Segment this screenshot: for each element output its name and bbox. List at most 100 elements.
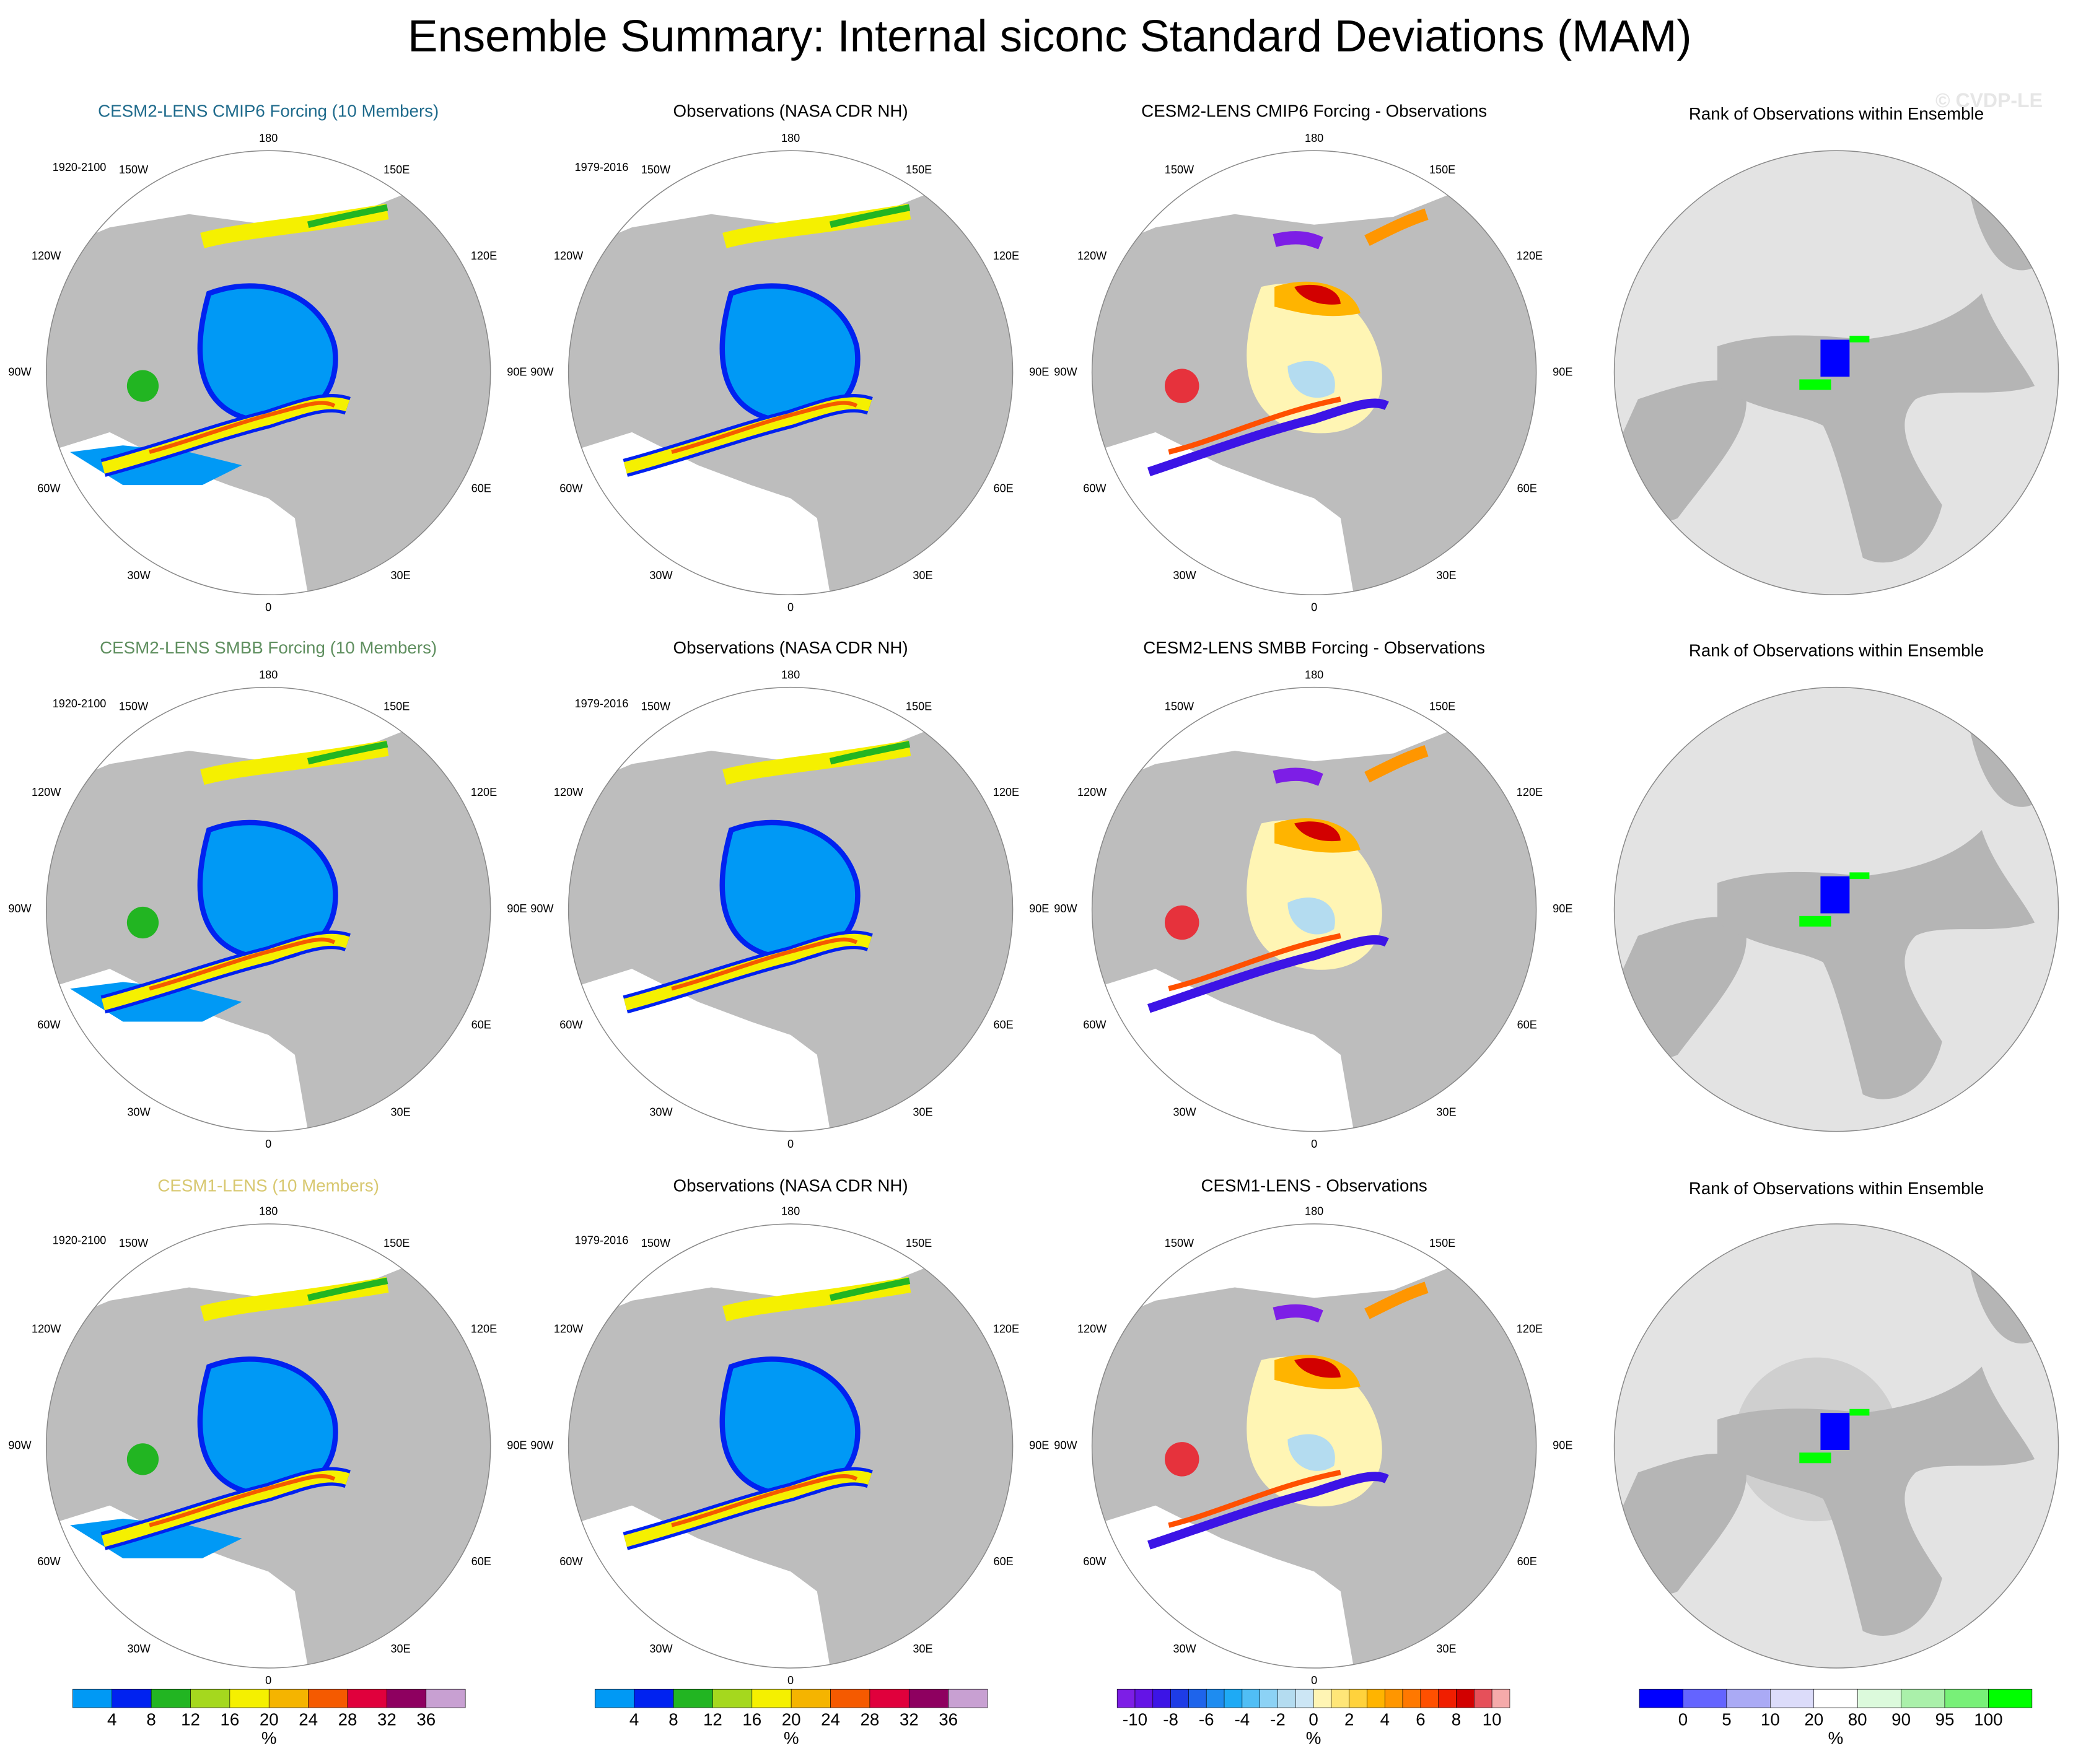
colorbar-tick-label: 28 <box>860 1710 879 1729</box>
longitude-label: 120E <box>993 250 1019 262</box>
panel-title: CESM2-LENS CMIP6 Forcing - Observations <box>1141 102 1487 121</box>
colorbar-tick-label: 95 <box>1935 1710 1955 1729</box>
colorbar-box <box>594 1688 634 1708</box>
longitude-label: 120W <box>32 250 61 262</box>
longitude-label: 60W <box>37 1019 61 1031</box>
map-panel <box>568 150 1014 596</box>
longitude-label: 90E <box>1553 1439 1572 1451</box>
obs-rank-high <box>1849 872 1870 880</box>
colorbar-box <box>1134 1688 1154 1708</box>
colorbar-tick-label: 20 <box>260 1710 279 1729</box>
longitude-label: 120E <box>471 1323 497 1335</box>
map <box>1092 1224 1536 1669</box>
colorbar-box <box>752 1688 792 1708</box>
colorbar-tick-label: -10 <box>1123 1710 1147 1729</box>
colorbar-tick-label: 100 <box>1974 1710 2002 1729</box>
colorbar-box <box>1639 1688 1683 1708</box>
longitude-label: 90W <box>1054 902 1077 915</box>
longitude-label: 120E <box>993 786 1019 798</box>
difference-field <box>1287 897 1335 935</box>
colorbar-tick-label: 6 <box>1416 1710 1425 1729</box>
map <box>1092 151 1536 595</box>
longitude-label: 30W <box>649 1106 673 1119</box>
map-panel <box>1613 686 2059 1132</box>
colorbar-tick-label: 0 <box>1308 1710 1318 1729</box>
longitude-label: 90E <box>507 366 527 378</box>
colorbar-box <box>426 1688 466 1708</box>
map-border <box>45 150 491 596</box>
colorbar-tick-label: 32 <box>377 1710 397 1729</box>
longitude-label: 120W <box>554 1323 584 1335</box>
longitude-label: 150W <box>641 164 671 176</box>
map-panel <box>1091 1223 1537 1669</box>
colorbar-tick-label: 12 <box>703 1710 722 1729</box>
colorbar-box <box>1152 1688 1171 1708</box>
colorbar-tick-label: 16 <box>742 1710 761 1729</box>
colorbar-tick-label: -8 <box>1163 1710 1178 1729</box>
obs-rank-low <box>1820 339 1850 377</box>
map-panel <box>568 1223 1014 1669</box>
colorbar-tick-label: 8 <box>668 1710 678 1729</box>
difference-field <box>1294 821 1341 842</box>
longitude-label: 0 <box>265 1674 271 1687</box>
longitude-label: 120E <box>471 250 497 262</box>
difference-band <box>1273 767 1323 786</box>
difference-band <box>1273 231 1323 250</box>
longitude-label: 90E <box>1553 902 1572 915</box>
ice-variability <box>70 445 242 486</box>
panel-title: Observations (NASA CDR NH) <box>673 638 908 657</box>
obs-rank-high <box>1849 1408 1870 1416</box>
colorbar-box <box>712 1688 753 1708</box>
panel-title: Rank of Observations within Ensemble <box>1689 1179 1984 1198</box>
longitude-label: 60W <box>1083 482 1107 494</box>
map <box>1614 1224 2059 1669</box>
longitude-label: 30W <box>127 1643 151 1655</box>
period-label: 1920-2100 <box>53 697 107 710</box>
obs-rank-high <box>1799 915 1831 927</box>
longitude-label: 150W <box>641 700 671 712</box>
longitude-label: 150E <box>906 1237 932 1249</box>
longitude-label: 60W <box>37 1555 61 1568</box>
longitude-label: 150E <box>1429 164 1455 176</box>
colorbar-tick-label: 8 <box>1452 1710 1461 1729</box>
colorbar-box <box>190 1688 230 1708</box>
obs-rank-high <box>1799 379 1831 390</box>
longitude-label: 0 <box>265 1138 271 1150</box>
longitude-label: 180 <box>259 132 278 144</box>
longitude-label: 30W <box>649 569 673 582</box>
panel-title: CESM2-LENS CMIP6 Forcing (10 Members) <box>98 102 439 121</box>
longitude-label: 30E <box>1436 569 1456 582</box>
panel-title: CESM1-LENS (10 Members) <box>157 1176 379 1195</box>
longitude-label: 30E <box>913 1643 932 1655</box>
map-border <box>568 1223 1014 1669</box>
longitude-label: 120W <box>1077 250 1107 262</box>
colorbar-box <box>387 1688 427 1708</box>
difference-field <box>1287 360 1335 398</box>
colorbar-tick-label: -6 <box>1199 1710 1214 1729</box>
longitude-label: 60E <box>994 1555 1014 1568</box>
colorbar-box <box>1313 1688 1332 1708</box>
colorbar-box <box>1260 1688 1278 1708</box>
ice-band <box>307 1277 388 1301</box>
longitude-label: 60E <box>471 482 491 494</box>
colorbar-box <box>1726 1688 1771 1708</box>
longitude-label: 30E <box>1436 1643 1456 1655</box>
ice-variability <box>70 1518 242 1558</box>
colorbar-box <box>1242 1688 1260 1708</box>
longitude-label: 180 <box>781 132 800 144</box>
longitude-label: 150W <box>1165 1237 1194 1249</box>
longitude-label: 120W <box>32 786 61 798</box>
map-border <box>1613 150 2059 596</box>
longitude-label: 60W <box>559 1555 583 1568</box>
colorbar-box <box>1206 1688 1225 1708</box>
land <box>1614 1454 1746 1594</box>
longitude-label: 60W <box>559 482 583 494</box>
ice-band <box>671 1474 858 1527</box>
colorbar-tick-label: 4 <box>629 1710 639 1729</box>
colorbar-tick-label: 0 <box>1678 1710 1688 1729</box>
difference-field <box>1294 1358 1341 1378</box>
period-label: 1979-2016 <box>575 1234 629 1247</box>
longitude-label: 150W <box>1165 700 1194 712</box>
